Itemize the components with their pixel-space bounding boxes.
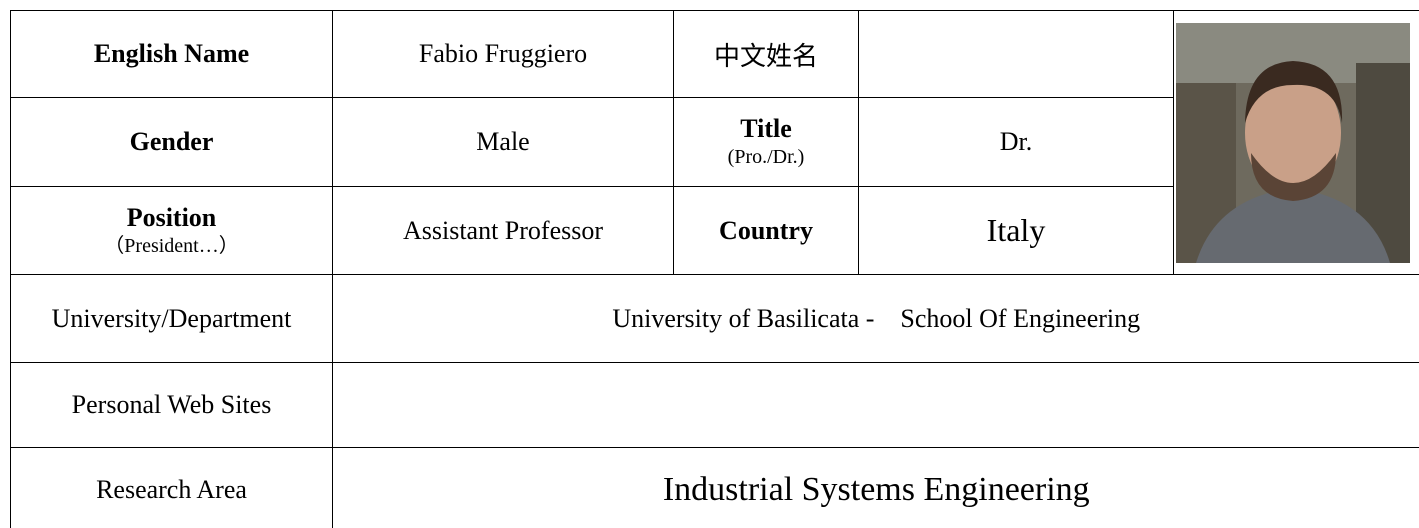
value: Industrial Systems Engineering bbox=[662, 471, 1090, 508]
value-cell bbox=[332, 362, 1419, 448]
value-cell: Fabio Fruggiero bbox=[332, 10, 674, 98]
value: University of Basilicata - School Of Eng… bbox=[612, 303, 1141, 333]
value: Assistant Professor bbox=[402, 215, 604, 245]
value-cell: Dr. bbox=[858, 97, 1174, 187]
label: Title bbox=[740, 114, 792, 143]
label: University/Department bbox=[51, 303, 292, 333]
label-cell: University/Department bbox=[10, 274, 333, 363]
label: Research Area bbox=[96, 475, 247, 504]
label-hint: （President…） bbox=[104, 234, 239, 257]
photo bbox=[1176, 22, 1410, 263]
label-cell: Country bbox=[673, 186, 859, 275]
value: Fabio Fruggiero bbox=[418, 39, 588, 68]
value-cell: University of Basilicata - School Of Eng… bbox=[332, 274, 1419, 363]
value-cell bbox=[858, 10, 1174, 98]
profile-table: English Name Fabio Fruggiero 中文姓名 Gender… bbox=[10, 10, 1419, 528]
label-cell: Title (Pro./Dr.) bbox=[673, 97, 859, 187]
value: Male bbox=[476, 127, 530, 156]
label: Country bbox=[719, 215, 813, 245]
photo-cell bbox=[1173, 10, 1419, 275]
label: Position bbox=[126, 202, 217, 232]
label-hint: (Pro./Dr.) bbox=[727, 146, 805, 168]
label-cell: Gender bbox=[10, 97, 333, 187]
label: Personal Web Sites bbox=[71, 390, 272, 419]
label-cell: 中文姓名 bbox=[673, 10, 859, 98]
value-cell: Industrial Systems Engineering bbox=[332, 447, 1419, 528]
label-cell: English Name bbox=[10, 10, 333, 98]
value: Italy bbox=[986, 212, 1046, 248]
label: Gender bbox=[129, 127, 214, 156]
label: English Name bbox=[93, 39, 250, 68]
label: 中文姓名 bbox=[713, 41, 818, 71]
value-cell: Male bbox=[332, 97, 674, 187]
label-cell: Research Area bbox=[10, 447, 333, 528]
profile-form: English Name Fabio Fruggiero 中文姓名 Gender… bbox=[10, 10, 1419, 528]
value: Dr. bbox=[999, 127, 1033, 156]
value-cell: Assistant Professor bbox=[332, 186, 674, 275]
label-cell: Position （President…） bbox=[10, 186, 333, 275]
value-cell: Italy bbox=[858, 186, 1174, 275]
label-cell: Personal Web Sites bbox=[10, 362, 333, 448]
